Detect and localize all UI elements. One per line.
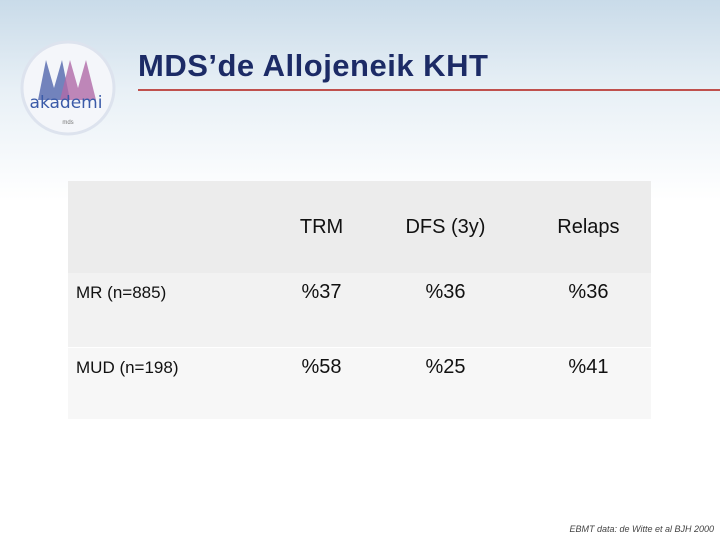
logo-shape — [60, 60, 96, 100]
table-cell: %58 — [301, 355, 342, 378]
logo-subtext: mds — [62, 120, 73, 126]
column-header: TRM — [299, 215, 344, 238]
corner-cell — [68, 181, 278, 273]
logo: akademi mds — [20, 40, 116, 136]
source-note: EBMT data: de Witte et al BJH 2000 — [569, 524, 715, 534]
row-label: MUD (n=198) — [76, 357, 179, 377]
table-cell: %37 — [301, 281, 342, 303]
logo-shape — [38, 60, 70, 100]
title-rule — [138, 89, 720, 91]
table-row: MR (n=885) %37 %36 %36 — [68, 273, 651, 347]
table-cell: %25 — [425, 355, 466, 378]
header-row: TRM DFS (3y) Relaps — [68, 181, 651, 273]
column-header: DFS (3y) — [405, 215, 486, 238]
column-header: Relaps — [557, 215, 620, 238]
slide-title: MDS’de Allojeneik KHT — [138, 48, 489, 83]
results-table: TRM DFS (3y) Relaps MR (n=885) %37 %36 %36 MUD… — [68, 181, 651, 419]
logo-text: akademi — [30, 93, 103, 113]
row-label: MR (n=885) — [76, 283, 167, 302]
table-cell: %36 — [425, 281, 466, 303]
table-cell: %41 — [568, 355, 609, 378]
table-row: MUD (n=198) %58 %25 %41 — [68, 347, 651, 419]
table-cell: %36 — [568, 281, 609, 303]
